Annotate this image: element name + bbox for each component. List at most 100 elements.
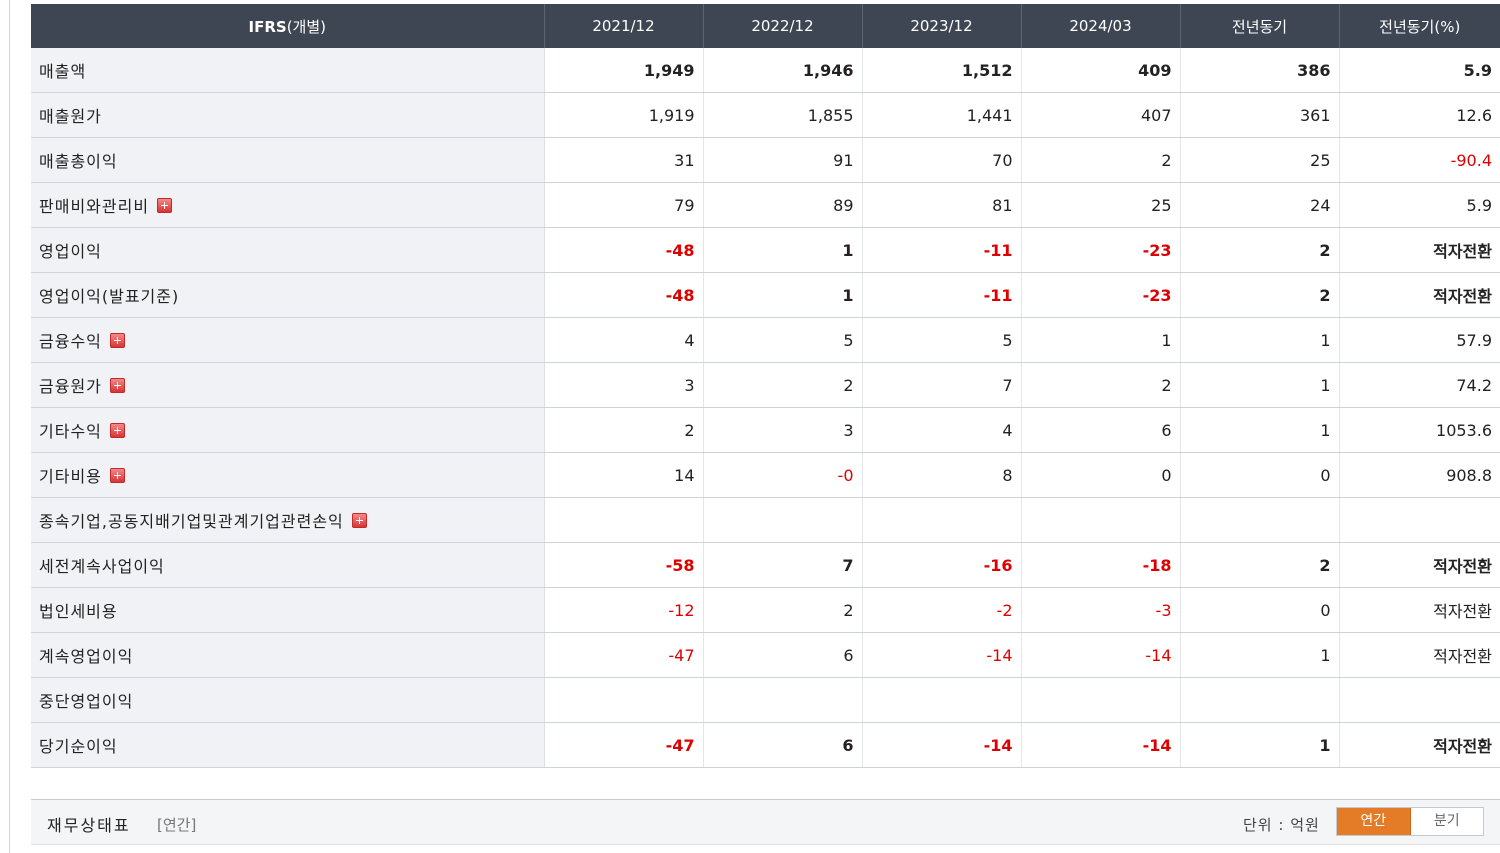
value-cell: 89 bbox=[702, 182, 862, 228]
column-header: 2024/03 bbox=[1020, 4, 1180, 48]
value-cell: 1053.6 bbox=[1338, 407, 1500, 453]
value-cell: 14 bbox=[544, 452, 703, 498]
value-cell bbox=[861, 677, 1021, 723]
value-cell: 3 bbox=[702, 407, 862, 453]
row-label-cell: 법인세비용 bbox=[31, 587, 545, 633]
expand-plus-icon[interactable] bbox=[351, 513, 367, 528]
expand-plus-icon[interactable] bbox=[109, 333, 125, 348]
table-row: 기타비용 14 -0 8 0 0 908.8 bbox=[31, 452, 1500, 498]
value-cell: 386 bbox=[1179, 48, 1339, 93]
value-cell: -16 bbox=[861, 542, 1021, 588]
row-label: 법인세비용 bbox=[39, 602, 118, 621]
table-row: 당기순이익 -47 6 -14 -14 1 적자전환 bbox=[31, 722, 1500, 768]
row-label-cell: 중단영업이익 bbox=[31, 677, 545, 723]
row-label-cell: 당기순이익 bbox=[31, 722, 545, 768]
column-header: 2023/12 bbox=[861, 4, 1021, 48]
row-label-cell: 세전계속사업이익 bbox=[31, 542, 545, 588]
value-cell: 3 bbox=[544, 362, 703, 408]
value-cell: 24 bbox=[1179, 182, 1339, 228]
value-cell: 6 bbox=[1020, 407, 1180, 453]
row-label: 영업이익(발표기준) bbox=[39, 287, 180, 306]
value-cell: 1 bbox=[1179, 632, 1339, 678]
value-cell: 409 bbox=[1020, 48, 1180, 93]
value-cell: -58 bbox=[544, 542, 703, 588]
row-label: 매출액 bbox=[39, 62, 87, 81]
expand-plus-icon[interactable] bbox=[109, 468, 125, 483]
column-header: 전년동기(%) bbox=[1338, 4, 1500, 48]
period-toggle: 연간 분기 bbox=[1336, 807, 1484, 836]
value-cell: 적자전환 bbox=[1338, 542, 1500, 588]
value-cell: -90.4 bbox=[1338, 137, 1500, 183]
value-cell: 2 bbox=[1020, 137, 1180, 183]
table-row: 판매비와관리비 79 89 81 25 24 5.9 bbox=[31, 182, 1500, 228]
value-cell: 1 bbox=[1179, 317, 1339, 363]
value-cell: 908.8 bbox=[1338, 452, 1500, 498]
value-cell: 1,441 bbox=[861, 92, 1021, 138]
value-cell bbox=[702, 677, 862, 723]
section-title: 재무상태표 bbox=[47, 816, 131, 835]
row-label: 금융수익 bbox=[39, 332, 102, 351]
table-row: 계속영업이익 -47 6 -14 -14 1 적자전환 bbox=[31, 632, 1500, 678]
row-label: 기타비용 bbox=[39, 467, 102, 486]
value-cell: 407 bbox=[1020, 92, 1180, 138]
value-cell: 7 bbox=[702, 542, 862, 588]
value-cell bbox=[1020, 677, 1180, 723]
row-label: 당기순이익 bbox=[39, 737, 118, 756]
value-cell: 2 bbox=[1179, 227, 1339, 273]
value-cell: 2 bbox=[544, 407, 703, 453]
row-label-cell: 기타비용 bbox=[31, 452, 545, 498]
value-cell: 57.9 bbox=[1338, 317, 1500, 363]
value-cell: -2 bbox=[861, 587, 1021, 633]
value-cell: 1 bbox=[702, 272, 862, 318]
value-cell bbox=[1179, 677, 1339, 723]
value-cell: 1 bbox=[702, 227, 862, 273]
row-label-cell: 기타수익 bbox=[31, 407, 545, 453]
table-row: 영업이익 -48 1 -11 -23 2 적자전환 bbox=[31, 227, 1500, 273]
value-cell: -48 bbox=[544, 227, 703, 273]
row-label: 종속기업,공동지배기업및관계기업관련손익 bbox=[39, 512, 344, 531]
value-cell: 70 bbox=[861, 137, 1021, 183]
expand-plus-icon[interactable] bbox=[109, 423, 125, 438]
value-cell: -14 bbox=[1020, 722, 1180, 768]
value-cell: 1,855 bbox=[702, 92, 862, 138]
column-header: 전년동기 bbox=[1179, 4, 1339, 48]
value-cell: 7 bbox=[861, 362, 1021, 408]
table-row: 종속기업,공동지배기업및관계기업관련손익 bbox=[31, 497, 1500, 543]
value-cell: 1 bbox=[1179, 722, 1339, 768]
value-cell: 2 bbox=[1179, 542, 1339, 588]
value-cell: 6 bbox=[702, 722, 862, 768]
value-cell: -48 bbox=[544, 272, 703, 318]
annual-toggle-button[interactable]: 연간 bbox=[1337, 808, 1411, 835]
value-cell: 25 bbox=[1020, 182, 1180, 228]
section-period: [연간] bbox=[157, 816, 197, 834]
expand-plus-icon[interactable] bbox=[157, 198, 173, 213]
value-cell: 1 bbox=[1020, 317, 1180, 363]
table-header-row: IFRS(개별) 2021/12 2022/12 2023/12 2024/03… bbox=[31, 4, 1500, 48]
row-label: 판매비와관리비 bbox=[39, 197, 150, 216]
value-cell: 적자전환 bbox=[1338, 227, 1500, 273]
row-label-cell: 계속영업이익 bbox=[31, 632, 545, 678]
value-cell: 4 bbox=[544, 317, 703, 363]
value-cell: 91 bbox=[702, 137, 862, 183]
table-row: 중단영업이익 bbox=[31, 677, 1500, 723]
row-label: 매출총이익 bbox=[39, 152, 118, 171]
value-cell: -14 bbox=[861, 632, 1021, 678]
row-label-cell: 판매비와관리비 bbox=[31, 182, 545, 228]
value-cell: 361 bbox=[1179, 92, 1339, 138]
value-cell bbox=[544, 677, 703, 723]
expand-plus-icon[interactable] bbox=[109, 378, 125, 393]
table-row: 기타수익 2 3 4 6 1 1053.6 bbox=[31, 407, 1500, 453]
row-label-cell: 금융수익 bbox=[31, 317, 545, 363]
income-statement-table: IFRS(개별) 2021/12 2022/12 2023/12 2024/03… bbox=[31, 4, 1500, 768]
value-cell: 5 bbox=[861, 317, 1021, 363]
row-label-cell: 매출액 bbox=[31, 48, 545, 93]
row-label-cell: 영업이익(발표기준) bbox=[31, 272, 545, 318]
value-cell: 0 bbox=[1179, 587, 1339, 633]
table-row: 영업이익(발표기준) -48 1 -11 -23 2 적자전환 bbox=[31, 272, 1500, 318]
value-cell: -23 bbox=[1020, 227, 1180, 273]
left-divider bbox=[9, 0, 10, 853]
value-cell: 2 bbox=[702, 587, 862, 633]
value-cell: 0 bbox=[1020, 452, 1180, 498]
value-cell: 5.9 bbox=[1338, 182, 1500, 228]
quarterly-toggle-button[interactable]: 분기 bbox=[1433, 813, 1460, 829]
